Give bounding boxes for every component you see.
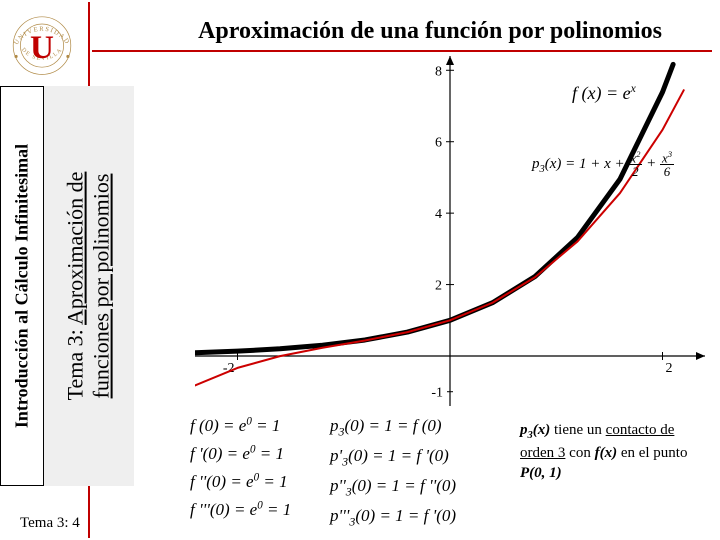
sidebar-topic: Tema 3: Aproximación de funciones por po… <box>44 86 134 486</box>
approximation-chart: 2468-22-1 <box>195 56 705 406</box>
equation-p3: p3(x) = 1 + x + x22 + x36 <box>532 150 674 178</box>
slide-title: Aproximación de una función por polinomi… <box>150 18 710 45</box>
svg-text:2: 2 <box>666 361 673 376</box>
title-underline <box>92 50 712 52</box>
svg-text:-1: -1 <box>431 386 443 401</box>
sidebar-topic-label: Tema 3: Aproximación de funciones por po… <box>63 172 116 401</box>
contact-caption: p3(x) tiene un contacto de orden 3 con f… <box>520 420 710 484</box>
slide-number: Tema 3: 4 <box>20 515 80 532</box>
logo-letter: U <box>30 29 54 66</box>
university-logo: UNIVERSIDAD DE SEVILLA U <box>6 6 78 78</box>
svg-text:4: 4 <box>435 207 442 222</box>
svg-text:2: 2 <box>435 279 442 294</box>
sidebar-course: Introducción al Cálculo Infinitesimal <box>0 86 44 486</box>
sidebar-course-label: Introducción al Cálculo Infinitesimal <box>12 144 33 428</box>
derivatives-p3: p3(0) = 1 = f (0) p'3(0) = 1 = f '(0) p'… <box>330 412 456 532</box>
derivatives-f: f (0) = e0 = 1 f '(0) = e0 = 1 f ''(0) =… <box>190 412 291 524</box>
svg-text:6: 6 <box>435 136 442 151</box>
equation-f: f (x) = ex <box>572 82 636 104</box>
svg-text:8: 8 <box>435 64 442 79</box>
